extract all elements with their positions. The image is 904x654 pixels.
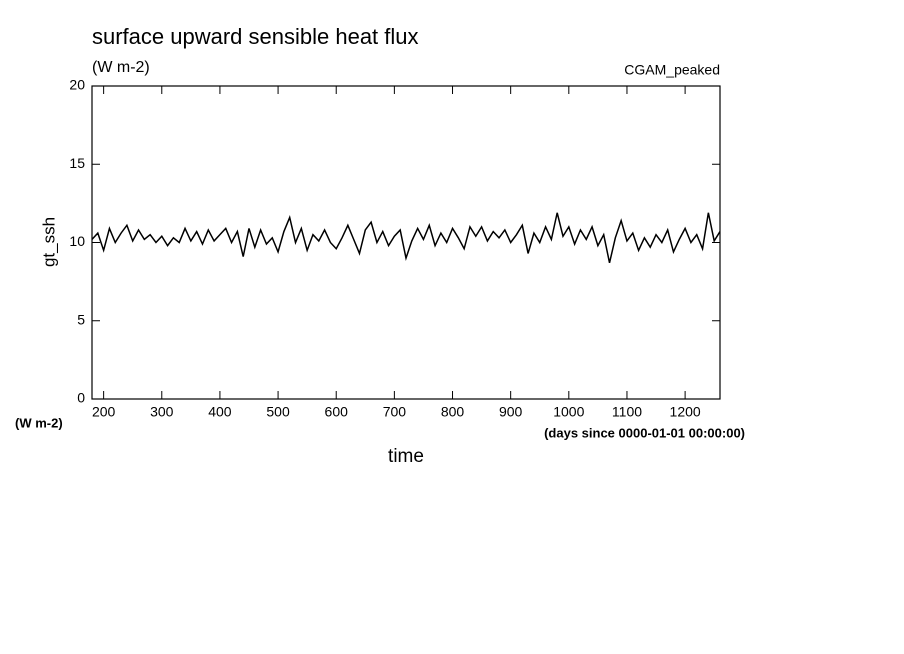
x-tick-label: 1100 (612, 404, 642, 420)
y-axis-label: gt_ssh (39, 217, 58, 267)
chart-title: surface upward sensible heat flux (92, 24, 419, 49)
y-tick-label: 0 (77, 390, 85, 406)
x-units: (days since 0000-01-01 00:00:00) (544, 425, 745, 440)
x-tick-label: 700 (383, 404, 407, 420)
chart-subtitle: (W m-2) (92, 59, 150, 76)
x-tick-label: 1200 (670, 404, 701, 420)
y-tick-label: 15 (69, 155, 85, 171)
y-tick-label: 5 (77, 311, 85, 327)
x-tick-label: 500 (266, 404, 290, 420)
x-tick-label: 200 (92, 404, 116, 420)
y-tick-label: 10 (69, 233, 85, 249)
x-tick-label: 1000 (553, 404, 584, 420)
x-axis-label: time (388, 446, 424, 467)
y-tick-label: 20 (69, 77, 85, 93)
y-units: (W m-2) (15, 415, 63, 430)
x-tick-label: 400 (208, 404, 232, 420)
x-tick-label: 900 (499, 404, 523, 420)
x-tick-label: 300 (150, 404, 174, 420)
annotation: CGAM_peaked (624, 62, 720, 78)
data-line (91, 212, 721, 264)
x-tick-label: 800 (441, 404, 465, 420)
plot-frame (91, 85, 721, 400)
x-tick-label: 600 (325, 404, 349, 420)
